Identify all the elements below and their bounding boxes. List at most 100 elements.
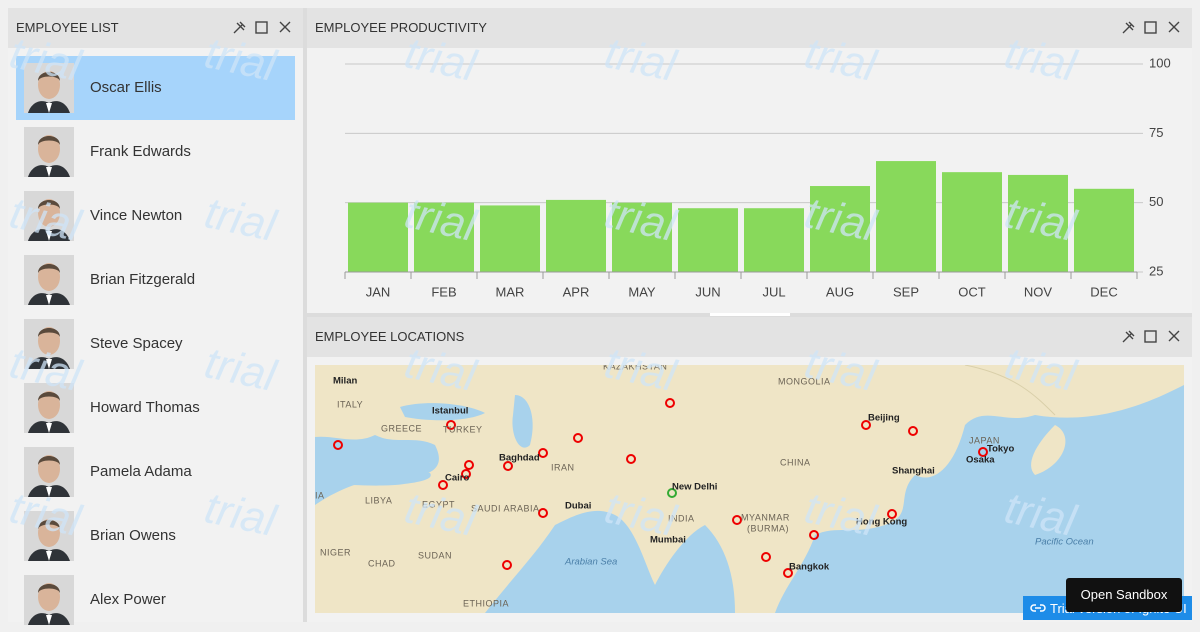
avatar [24, 319, 74, 369]
employee-item[interactable]: Frank Edwards [16, 120, 295, 184]
panel-header: EMPLOYEE LOCATIONS [307, 317, 1192, 357]
bar [480, 205, 540, 272]
map-label: IA [315, 490, 325, 500]
panel-icons[interactable] [231, 20, 295, 36]
x-tick-label: APR [563, 284, 590, 299]
employee-name: Oscar Ellis [90, 79, 162, 96]
map-label: Istanbul [432, 406, 468, 417]
bar [678, 208, 738, 272]
x-tick-label: FEB [431, 284, 456, 299]
map-label: Mumbai [650, 535, 686, 546]
panel-icons[interactable] [1120, 20, 1184, 36]
splitter[interactable] [303, 8, 307, 622]
map-label: New Delhi [672, 482, 717, 493]
employee-name: Vince Newton [90, 207, 183, 224]
map-label: Baghdad [499, 453, 540, 464]
map-label: Osaka [966, 455, 995, 466]
bar [744, 208, 804, 272]
x-tick-label: MAR [496, 284, 525, 299]
productivity-panel: EMPLOYEE PRODUCTIVITY 25 50 75 100 JAN FEB MAR… [307, 8, 1192, 313]
bar [348, 202, 408, 272]
employee-name: Pamela Adama [90, 463, 192, 480]
x-tick-label: JAN [366, 284, 391, 299]
panel-title: EMPLOYEE LOCATIONS [315, 329, 465, 344]
map-label: Bangkok [789, 562, 830, 573]
employee-list-panel: EMPLOYEE LIST Oscar Ellis Frank Edwards Vi… [8, 8, 303, 625]
panel-header: EMPLOYEE LIST [8, 8, 303, 48]
map-label: SAUDI ARABIA [471, 503, 540, 513]
bar [942, 172, 1002, 272]
open-sandbox-button[interactable]: Open Sandbox [1066, 578, 1182, 612]
avatar [24, 255, 74, 305]
map-label: ETHIOPIA [463, 598, 509, 608]
avatar [24, 383, 74, 433]
employee-item[interactable]: Howard Thomas [16, 376, 295, 440]
avatar [24, 511, 74, 561]
map-label: CHINA [780, 457, 811, 467]
map-label: Hong Kong [856, 517, 907, 528]
map-label: CHAD [368, 558, 396, 568]
bar [810, 186, 870, 272]
map-label: LIBYA [365, 495, 392, 505]
employee-name: Howard Thomas [90, 399, 200, 416]
avatar [24, 447, 74, 497]
y-tick-label: 100 [1149, 55, 1171, 70]
map-label: (BURMA) [747, 523, 789, 533]
employee-item[interactable]: Pamela Adama [16, 440, 295, 504]
map-label: INDIA [668, 513, 695, 523]
map-label: Shanghai [892, 466, 935, 477]
map-label: ITALY [337, 399, 363, 409]
map-label: TURKEY [443, 424, 483, 434]
x-tick-label: AUG [826, 284, 854, 299]
bar [876, 161, 936, 272]
employee-item[interactable]: Brian Owens [16, 504, 295, 568]
bar [546, 199, 606, 272]
employee-name: Alex Power [90, 591, 166, 608]
map-label: MYANMAR [741, 512, 790, 522]
panel-header: EMPLOYEE PRODUCTIVITY [307, 8, 1192, 48]
employee-item[interactable]: Oscar Ellis [16, 56, 295, 120]
map-label: JAPAN [969, 435, 1000, 445]
map-label: EGYPT [422, 499, 455, 509]
x-tick-label: SEP [893, 284, 919, 299]
employee-item[interactable]: Steve Spacey [16, 312, 295, 376]
y-tick-label: 25 [1149, 263, 1163, 278]
avatar [24, 575, 74, 625]
map-label: Beijing [868, 413, 900, 424]
employee-name: Steve Spacey [90, 335, 183, 352]
bar [1008, 174, 1068, 272]
splitter[interactable] [307, 313, 1192, 317]
map-label: GREECE [381, 423, 422, 433]
location-markers[interactable] [333, 398, 988, 578]
map-label: IRAN [551, 462, 575, 472]
panel-icons[interactable] [1120, 329, 1184, 345]
x-tick-label: JUN [695, 284, 720, 299]
employee-item[interactable]: Brian Fitzgerald [16, 248, 295, 312]
y-tick-label: 75 [1149, 125, 1163, 140]
map-label: KAZAKHSTAN [603, 365, 667, 371]
panel-title: EMPLOYEE PRODUCTIVITY [315, 20, 487, 35]
map-label: Dubai [565, 501, 591, 512]
x-tick-label: NOV [1024, 284, 1053, 299]
bar [414, 202, 474, 272]
map-label: SUDAN [418, 550, 452, 560]
employee-item[interactable]: Alex Power [16, 568, 295, 632]
locations-panel: EMPLOYEE LOCATIONS Milan ITALY Istanbul TUR… [307, 317, 1192, 622]
location-marker-selected[interactable] [667, 488, 677, 498]
map-label: NIGER [320, 547, 351, 557]
map[interactable]: Milan ITALY Istanbul TURKEY GREECE KAZAKHSTAN… [315, 365, 1184, 613]
employee-name: Brian Fitzgerald [90, 271, 196, 288]
map-label: Tokyo [987, 444, 1014, 455]
map-label: Pacific Ocean [1035, 537, 1094, 548]
chart: 25 50 75 100 JAN FEB MAR APR MAY JUN JUL AUG SEP OCT N… [344, 55, 1171, 299]
avatar [24, 191, 74, 241]
x-tick-label: JUL [762, 284, 785, 299]
avatar [24, 63, 74, 113]
map-label: Milan [333, 376, 357, 387]
panel-title: EMPLOYEE LIST [16, 20, 119, 35]
employee-item[interactable]: Vince Newton [16, 184, 295, 248]
y-tick-label: 50 [1149, 194, 1163, 209]
x-tick-label: OCT [958, 284, 986, 299]
avatar [24, 127, 74, 177]
